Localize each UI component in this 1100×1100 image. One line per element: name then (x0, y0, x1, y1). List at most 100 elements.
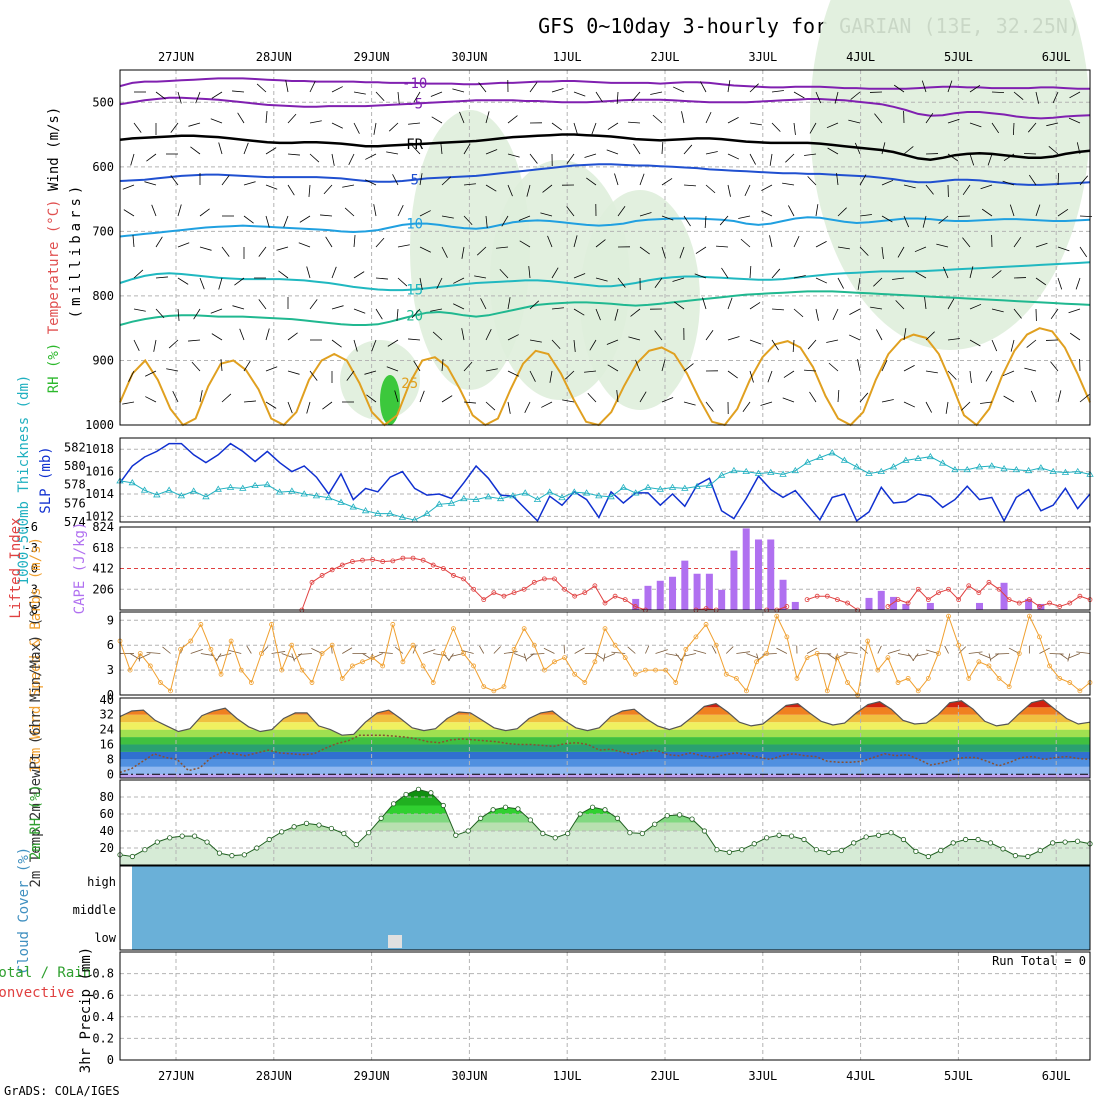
wind-barb (480, 298, 487, 310)
wind-barb (193, 308, 201, 320)
wind-barb (211, 91, 223, 99)
thickness-point (546, 488, 554, 495)
slp-panel (120, 438, 1090, 522)
wind-barb (547, 235, 553, 248)
rh2m-point (204, 839, 210, 845)
cape-ytick: 206 (92, 582, 114, 596)
wind-barb (529, 82, 538, 93)
wind-barb (850, 91, 861, 100)
wind-barb (331, 266, 337, 279)
isotherm-label: 10 (406, 217, 423, 233)
wind10m-point (976, 659, 982, 665)
wind10m-barb (443, 653, 450, 661)
rh2m-point (415, 786, 422, 792)
slp-ytick: 1014 (85, 487, 114, 501)
slp-ytick: 1018 (85, 442, 114, 456)
wind-barb (478, 82, 487, 93)
isotherm-label: FR (406, 137, 423, 153)
wind-barb (122, 184, 135, 190)
wind10m-point (1006, 684, 1012, 690)
wind-barb (188, 122, 201, 127)
wind-barb (761, 184, 773, 191)
wind10m-barb (995, 653, 1010, 655)
wind10m-barb (594, 653, 605, 660)
rh2m-point (963, 836, 969, 843)
wind-barb (256, 83, 267, 93)
wind-barb (1002, 180, 1015, 186)
cape-bar (656, 580, 664, 610)
temp-band (120, 729, 1090, 738)
wind-barb (738, 215, 751, 219)
rh-shading-high (380, 375, 400, 425)
wind-barb (507, 370, 519, 377)
wind10m-barb (543, 647, 555, 654)
wind-barb (195, 91, 201, 104)
wind10m-barb (1059, 653, 1069, 661)
wind-barb (308, 184, 311, 197)
wind-barb (408, 338, 421, 341)
li-point (804, 597, 810, 603)
wind-barb (551, 88, 564, 93)
wind-barb (573, 308, 585, 316)
rh2m-point (1000, 846, 1006, 852)
wind-barb (606, 339, 619, 345)
cape-bar (730, 550, 738, 610)
wind-barb (132, 235, 135, 248)
wind-barb (683, 144, 693, 155)
series-lifted-index (301, 557, 646, 611)
wind-barb (661, 246, 666, 259)
wind-barb (388, 122, 399, 132)
wind10m-barb (371, 653, 383, 659)
temp-band (120, 722, 1090, 730)
wind10m-point (936, 651, 941, 656)
wind-barb (793, 91, 805, 99)
wind10m-ylabel: 10m Wind Speed & Barbs (m/s) (28, 537, 44, 773)
wind-barb (854, 142, 861, 155)
wind-barb (873, 277, 883, 287)
thickness-point (300, 490, 308, 497)
rh2m-point (1025, 853, 1031, 860)
rh-band (120, 814, 1090, 823)
wind10m-point (865, 638, 871, 644)
precip-ytick: 0.2 (92, 1031, 114, 1045)
cape-bar (791, 601, 799, 610)
rh2m-point (229, 853, 235, 859)
wind-barb (133, 269, 144, 279)
wind-barb (276, 246, 289, 251)
rh2m-point (303, 820, 310, 826)
li-point (976, 590, 982, 596)
wind-barb (507, 115, 518, 124)
wind-barb (1079, 394, 1090, 403)
wind-barb (792, 339, 795, 352)
wind-barb (607, 122, 619, 130)
wind-barb (566, 153, 575, 164)
thickness-point (509, 492, 517, 499)
wind10m-barb (271, 651, 286, 654)
wind-barb (459, 111, 465, 124)
wind-barb (485, 215, 488, 228)
wind-barb (719, 215, 729, 226)
wind-barb (815, 91, 822, 104)
li-point (845, 600, 850, 606)
wind-barb (859, 392, 869, 403)
wind-barb (146, 153, 157, 162)
wind10m-barb (513, 653, 526, 659)
wind-barb (396, 308, 399, 321)
wind-barb (436, 277, 443, 289)
wind-barb (969, 303, 982, 310)
temp-ytick: 0 (107, 767, 114, 781)
wind-barb (857, 277, 861, 290)
isotherm-20 (119, 290, 1091, 326)
temp-ytick: 8 (107, 752, 114, 766)
wind10m-point (562, 655, 567, 661)
wind10m-barb (843, 651, 858, 654)
wind10m-barb (1076, 651, 1091, 654)
wind10m-point (430, 680, 436, 685)
wind10m-barb (1049, 653, 1064, 655)
thickness-point (202, 493, 210, 500)
li-point (582, 590, 588, 596)
rh2m-point (639, 830, 645, 837)
thickness-point (423, 509, 431, 516)
rh2m-point (602, 807, 608, 813)
rh2m-point (863, 834, 869, 840)
